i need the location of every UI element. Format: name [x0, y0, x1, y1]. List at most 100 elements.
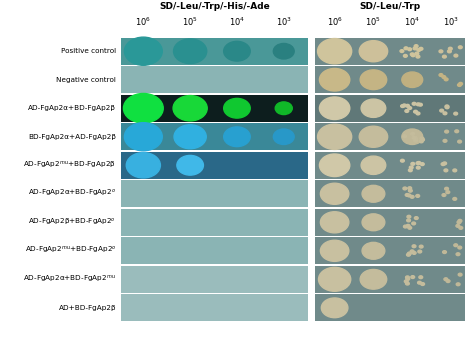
Circle shape: [123, 94, 163, 123]
Circle shape: [443, 251, 447, 253]
Circle shape: [224, 42, 250, 61]
Circle shape: [124, 122, 162, 151]
Text: Positive control: Positive control: [61, 48, 116, 54]
Circle shape: [273, 129, 294, 144]
Circle shape: [410, 250, 414, 253]
Circle shape: [445, 105, 449, 108]
Circle shape: [412, 222, 416, 225]
Circle shape: [318, 124, 352, 149]
Text: AD-FgAp2α+BD-FgAp2$^{o}$: AD-FgAp2α+BD-FgAp2$^{o}$: [28, 188, 116, 199]
Bar: [121, 95, 308, 122]
Circle shape: [406, 225, 410, 227]
Text: AD+BD-FgAp2β: AD+BD-FgAp2β: [58, 305, 116, 311]
Circle shape: [405, 109, 409, 112]
Circle shape: [419, 48, 423, 50]
Circle shape: [445, 106, 449, 109]
Circle shape: [173, 95, 207, 121]
Circle shape: [403, 135, 407, 138]
Circle shape: [403, 55, 407, 57]
Bar: [121, 66, 308, 93]
Bar: [315, 294, 465, 321]
Circle shape: [407, 253, 410, 256]
Circle shape: [443, 55, 447, 58]
Circle shape: [420, 138, 424, 141]
Circle shape: [407, 215, 411, 218]
Circle shape: [446, 191, 450, 194]
Circle shape: [414, 45, 418, 48]
Circle shape: [416, 166, 420, 169]
Circle shape: [408, 187, 411, 190]
Circle shape: [408, 48, 411, 51]
Circle shape: [417, 49, 421, 51]
Text: 10$^6$: 10$^6$: [135, 16, 151, 28]
Circle shape: [402, 104, 406, 107]
Bar: [315, 209, 465, 236]
Circle shape: [458, 273, 462, 276]
Circle shape: [439, 50, 443, 53]
Circle shape: [419, 276, 423, 279]
Circle shape: [404, 280, 408, 283]
Circle shape: [321, 298, 348, 318]
Circle shape: [419, 140, 423, 143]
Circle shape: [409, 189, 412, 192]
Circle shape: [362, 214, 385, 231]
Circle shape: [319, 97, 350, 120]
Circle shape: [275, 102, 292, 115]
Circle shape: [409, 169, 412, 172]
Circle shape: [413, 47, 417, 50]
Circle shape: [456, 283, 460, 286]
Circle shape: [400, 50, 404, 52]
Text: AD-FgAp2α+BD-FgAp2$^{mu}$: AD-FgAp2α+BD-FgAp2$^{mu}$: [23, 274, 116, 285]
Circle shape: [418, 250, 422, 253]
Circle shape: [456, 253, 460, 256]
Circle shape: [320, 240, 349, 261]
Circle shape: [360, 70, 387, 89]
Circle shape: [444, 169, 448, 172]
Circle shape: [412, 252, 416, 254]
Circle shape: [414, 139, 418, 142]
Text: AD-FgAp2β+BD-FgAp2$^{o}$: AD-FgAp2β+BD-FgAp2$^{o}$: [28, 217, 116, 228]
Circle shape: [444, 78, 448, 81]
Circle shape: [443, 112, 447, 115]
Circle shape: [420, 163, 424, 165]
Circle shape: [408, 107, 411, 109]
Circle shape: [416, 55, 420, 58]
Bar: [121, 180, 308, 207]
Circle shape: [411, 276, 415, 278]
Circle shape: [442, 76, 446, 78]
Circle shape: [406, 276, 410, 279]
Circle shape: [411, 163, 415, 165]
Circle shape: [459, 82, 463, 85]
Text: BD-FgAp2α+AD-FgAp2β: BD-FgAp2α+AD-FgAp2β: [28, 134, 116, 140]
Circle shape: [319, 154, 350, 177]
Bar: [315, 38, 465, 65]
Bar: [121, 123, 308, 150]
Circle shape: [402, 129, 423, 144]
Circle shape: [320, 183, 349, 204]
Circle shape: [224, 127, 250, 146]
Text: 10$^3$: 10$^3$: [276, 16, 292, 28]
Circle shape: [319, 268, 351, 291]
Text: 10$^3$: 10$^3$: [443, 16, 459, 28]
Circle shape: [403, 225, 407, 228]
Circle shape: [458, 246, 462, 249]
Circle shape: [406, 105, 410, 107]
Circle shape: [174, 125, 206, 149]
Circle shape: [126, 153, 160, 178]
Bar: [315, 237, 465, 264]
Circle shape: [446, 280, 450, 283]
Circle shape: [453, 197, 456, 200]
Circle shape: [173, 39, 207, 64]
Circle shape: [443, 162, 447, 165]
Circle shape: [177, 156, 203, 175]
Circle shape: [412, 136, 416, 139]
Bar: [121, 209, 308, 236]
Circle shape: [361, 156, 386, 174]
Circle shape: [407, 194, 411, 197]
Circle shape: [443, 139, 447, 142]
Circle shape: [455, 130, 459, 133]
Circle shape: [224, 98, 250, 118]
Bar: [121, 266, 308, 293]
Circle shape: [419, 245, 423, 248]
Circle shape: [454, 244, 457, 247]
